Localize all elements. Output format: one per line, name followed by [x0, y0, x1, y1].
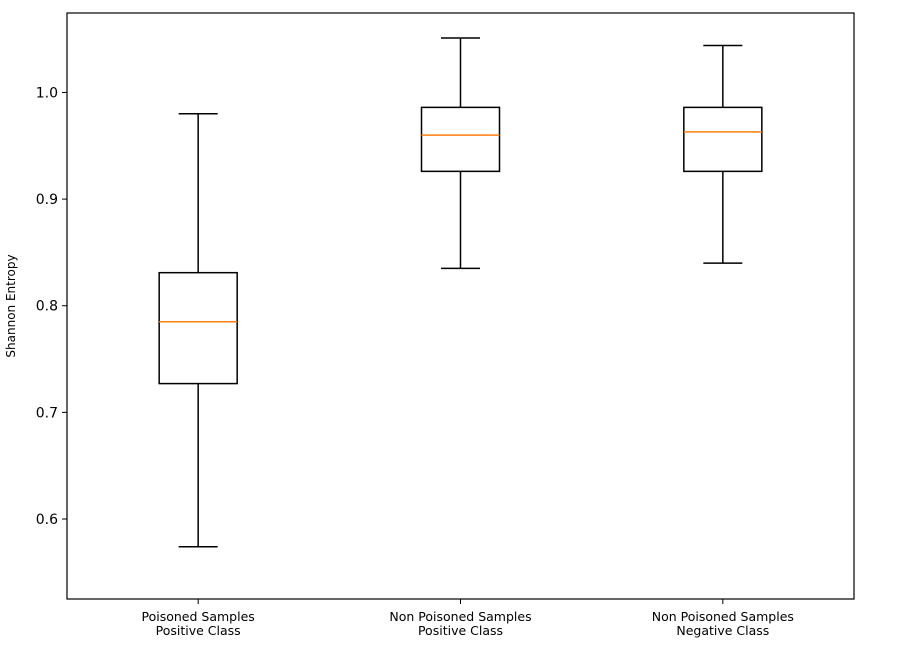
iqr-box [420, 106, 501, 173]
box-1 [158, 113, 238, 548]
iqr-box [158, 271, 238, 385]
x-tick-label: Positive Class [156, 623, 241, 638]
iqr-box [683, 106, 763, 173]
x-tick-label: Non Poisoned Samples [652, 609, 794, 624]
y-tick-label: 0.8 [36, 299, 58, 315]
box-series [158, 37, 763, 548]
y-axis-title: Shannon Entropy [4, 254, 18, 357]
y-tick-label: 0.7 [36, 405, 58, 421]
box-3 [683, 44, 763, 264]
box-2 [420, 37, 501, 270]
y-tick-label: 0.9 [36, 192, 58, 208]
x-tick-label: Poisoned Samples [142, 609, 255, 624]
y-tick-label: 0.6 [36, 512, 58, 528]
y-axis: 0.6 0.7 0.8 0.9 1.0 [36, 85, 67, 528]
x-tick-label: Negative Class [676, 623, 769, 638]
x-tick-label: Non Poisoned Samples [389, 609, 531, 624]
y-tick-label: 1.0 [36, 85, 58, 101]
x-tick-label: Positive Class [418, 623, 503, 638]
